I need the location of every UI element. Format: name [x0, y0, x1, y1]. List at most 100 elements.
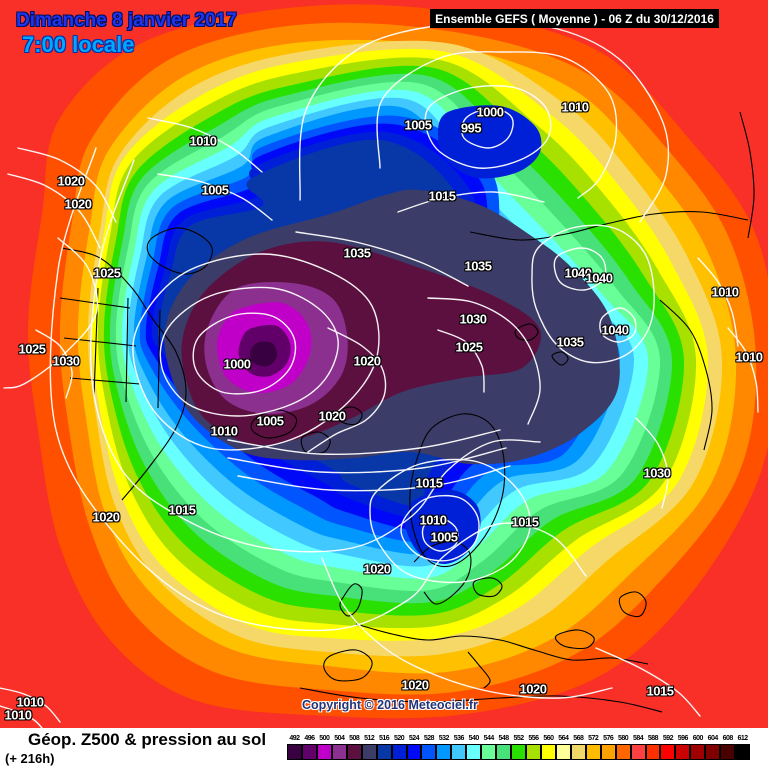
- coastline: [472, 577, 503, 598]
- coastlines: [59, 111, 755, 713]
- legend-step: 536: [451, 734, 467, 760]
- coastline: [467, 651, 491, 689]
- isobar: [437, 329, 485, 393]
- pressure-label: 1020: [92, 509, 120, 525]
- isobar: [635, 417, 669, 509]
- pressure-label: 1010: [419, 512, 447, 528]
- isobar: [376, 51, 618, 199]
- map-title: Géop. Z500 & pression au sol: [28, 730, 267, 749]
- contour-band: [249, 341, 278, 367]
- legend-strip: Géop. Z500 & pression au sol (+ 216h) 49…: [0, 728, 768, 768]
- legend-step: 572: [585, 734, 601, 760]
- isobar: [397, 191, 545, 213]
- coastline: [554, 629, 595, 650]
- coastline: [409, 413, 506, 568]
- pressure-label: 995: [460, 120, 482, 136]
- isobar: [3, 237, 99, 389]
- legend-step: 528: [421, 734, 437, 760]
- coastline: [323, 649, 373, 682]
- coastline: [618, 591, 647, 618]
- isobar: [0, 687, 61, 723]
- pressure-label: 1035: [556, 334, 584, 350]
- pressure-label: 1025: [18, 341, 46, 357]
- isobar: [369, 458, 532, 584]
- pressure-label: 1010: [16, 694, 44, 710]
- legend-step: 560: [540, 734, 556, 760]
- coastline: [551, 351, 569, 366]
- pressure-label: 1020: [318, 408, 346, 424]
- coastline: [659, 299, 713, 451]
- coastline: [514, 323, 539, 341]
- pressure-label: 1010: [561, 99, 589, 115]
- contour-band: [404, 489, 481, 565]
- legend-step: 532: [436, 734, 452, 760]
- pressure-label: 1020: [401, 677, 429, 693]
- coastline: [250, 409, 298, 439]
- pressure-label: 1015: [428, 188, 456, 204]
- legend-step: 612: [735, 734, 751, 760]
- pressure-label: 1025: [455, 339, 483, 355]
- pressure-label: 1020: [519, 681, 547, 697]
- isobar: [157, 173, 273, 221]
- date-label: Dimanche 8 janvier 2017: [16, 10, 237, 31]
- isobar: [321, 557, 613, 699]
- isobar: [159, 286, 339, 417]
- coastline: [146, 227, 213, 275]
- isobar: [35, 329, 73, 399]
- legend-step: 556: [526, 734, 541, 760]
- pressure-label: 1015: [646, 683, 674, 699]
- contour-band: [437, 105, 542, 179]
- legend-step: 588: [645, 734, 661, 760]
- pressure-label: 1010: [735, 349, 763, 365]
- map-canvas: [0, 0, 768, 728]
- isobar: [595, 647, 701, 717]
- coastline: [299, 687, 663, 713]
- color-scale: 492 496 500 504 508 512 516 520 524 528 532 536 540 5…: [287, 734, 751, 760]
- isobar: [295, 231, 469, 287]
- pressure-label: 1030: [459, 311, 487, 327]
- isobar: [7, 173, 101, 249]
- coastline: [61, 247, 187, 501]
- isobar: [227, 429, 501, 455]
- model-run-banner: Ensemble GEFS ( Moyenne ) - 06 Z du 30/1…: [430, 9, 719, 28]
- pressure-label: 1005: [201, 182, 229, 198]
- pressure-label: 1020: [57, 173, 85, 189]
- legend-step: 512: [361, 734, 377, 760]
- legend-step: 544: [481, 734, 497, 760]
- coastline: [336, 406, 363, 426]
- pressure-label: 1025: [93, 265, 121, 281]
- pressure-label: 1010: [4, 707, 32, 723]
- isobar-lines: [0, 20, 759, 728]
- pressure-label: 1015: [168, 502, 196, 518]
- isobar: [227, 447, 507, 474]
- pressure-label: 1035: [464, 258, 492, 274]
- pressure-label: 1020: [353, 353, 381, 369]
- legend-step: 520: [391, 734, 407, 760]
- model-run-text: Ensemble GEFS ( Moyenne ) - 06 Z du 30/1…: [435, 11, 714, 26]
- isobar: [147, 117, 263, 173]
- isobar: [90, 159, 541, 553]
- geopotential-color-bands: [27, 4, 768, 719]
- coastline: [469, 211, 749, 241]
- pressure-label: 1020: [64, 196, 92, 212]
- isobar: [0, 705, 43, 728]
- local-time-label: 7:00 locale: [22, 32, 135, 57]
- state-borders: [59, 287, 161, 409]
- pressure-label: 1010: [210, 423, 238, 439]
- coastline: [339, 583, 363, 617]
- coastline: [355, 623, 649, 665]
- pressure-label: 1015: [511, 514, 539, 530]
- legend-step: 564: [555, 734, 571, 760]
- geopotential-map: 1010 1005 1020 1020 1025 1025 1030 1000 1005 1010…: [0, 0, 768, 728]
- pressure-label: 1040: [601, 322, 629, 338]
- isobar: [400, 494, 480, 562]
- legend-step: 508: [346, 734, 362, 760]
- pressure-label: 1015: [415, 475, 443, 491]
- isobar: [49, 147, 587, 632]
- isobar: [427, 297, 541, 425]
- legend-step: 548: [496, 734, 512, 760]
- isobar: [697, 257, 739, 347]
- pressure-label: 1040: [564, 265, 592, 281]
- pressure-label: 1035: [343, 245, 371, 261]
- pressure-label: 1020: [363, 561, 391, 577]
